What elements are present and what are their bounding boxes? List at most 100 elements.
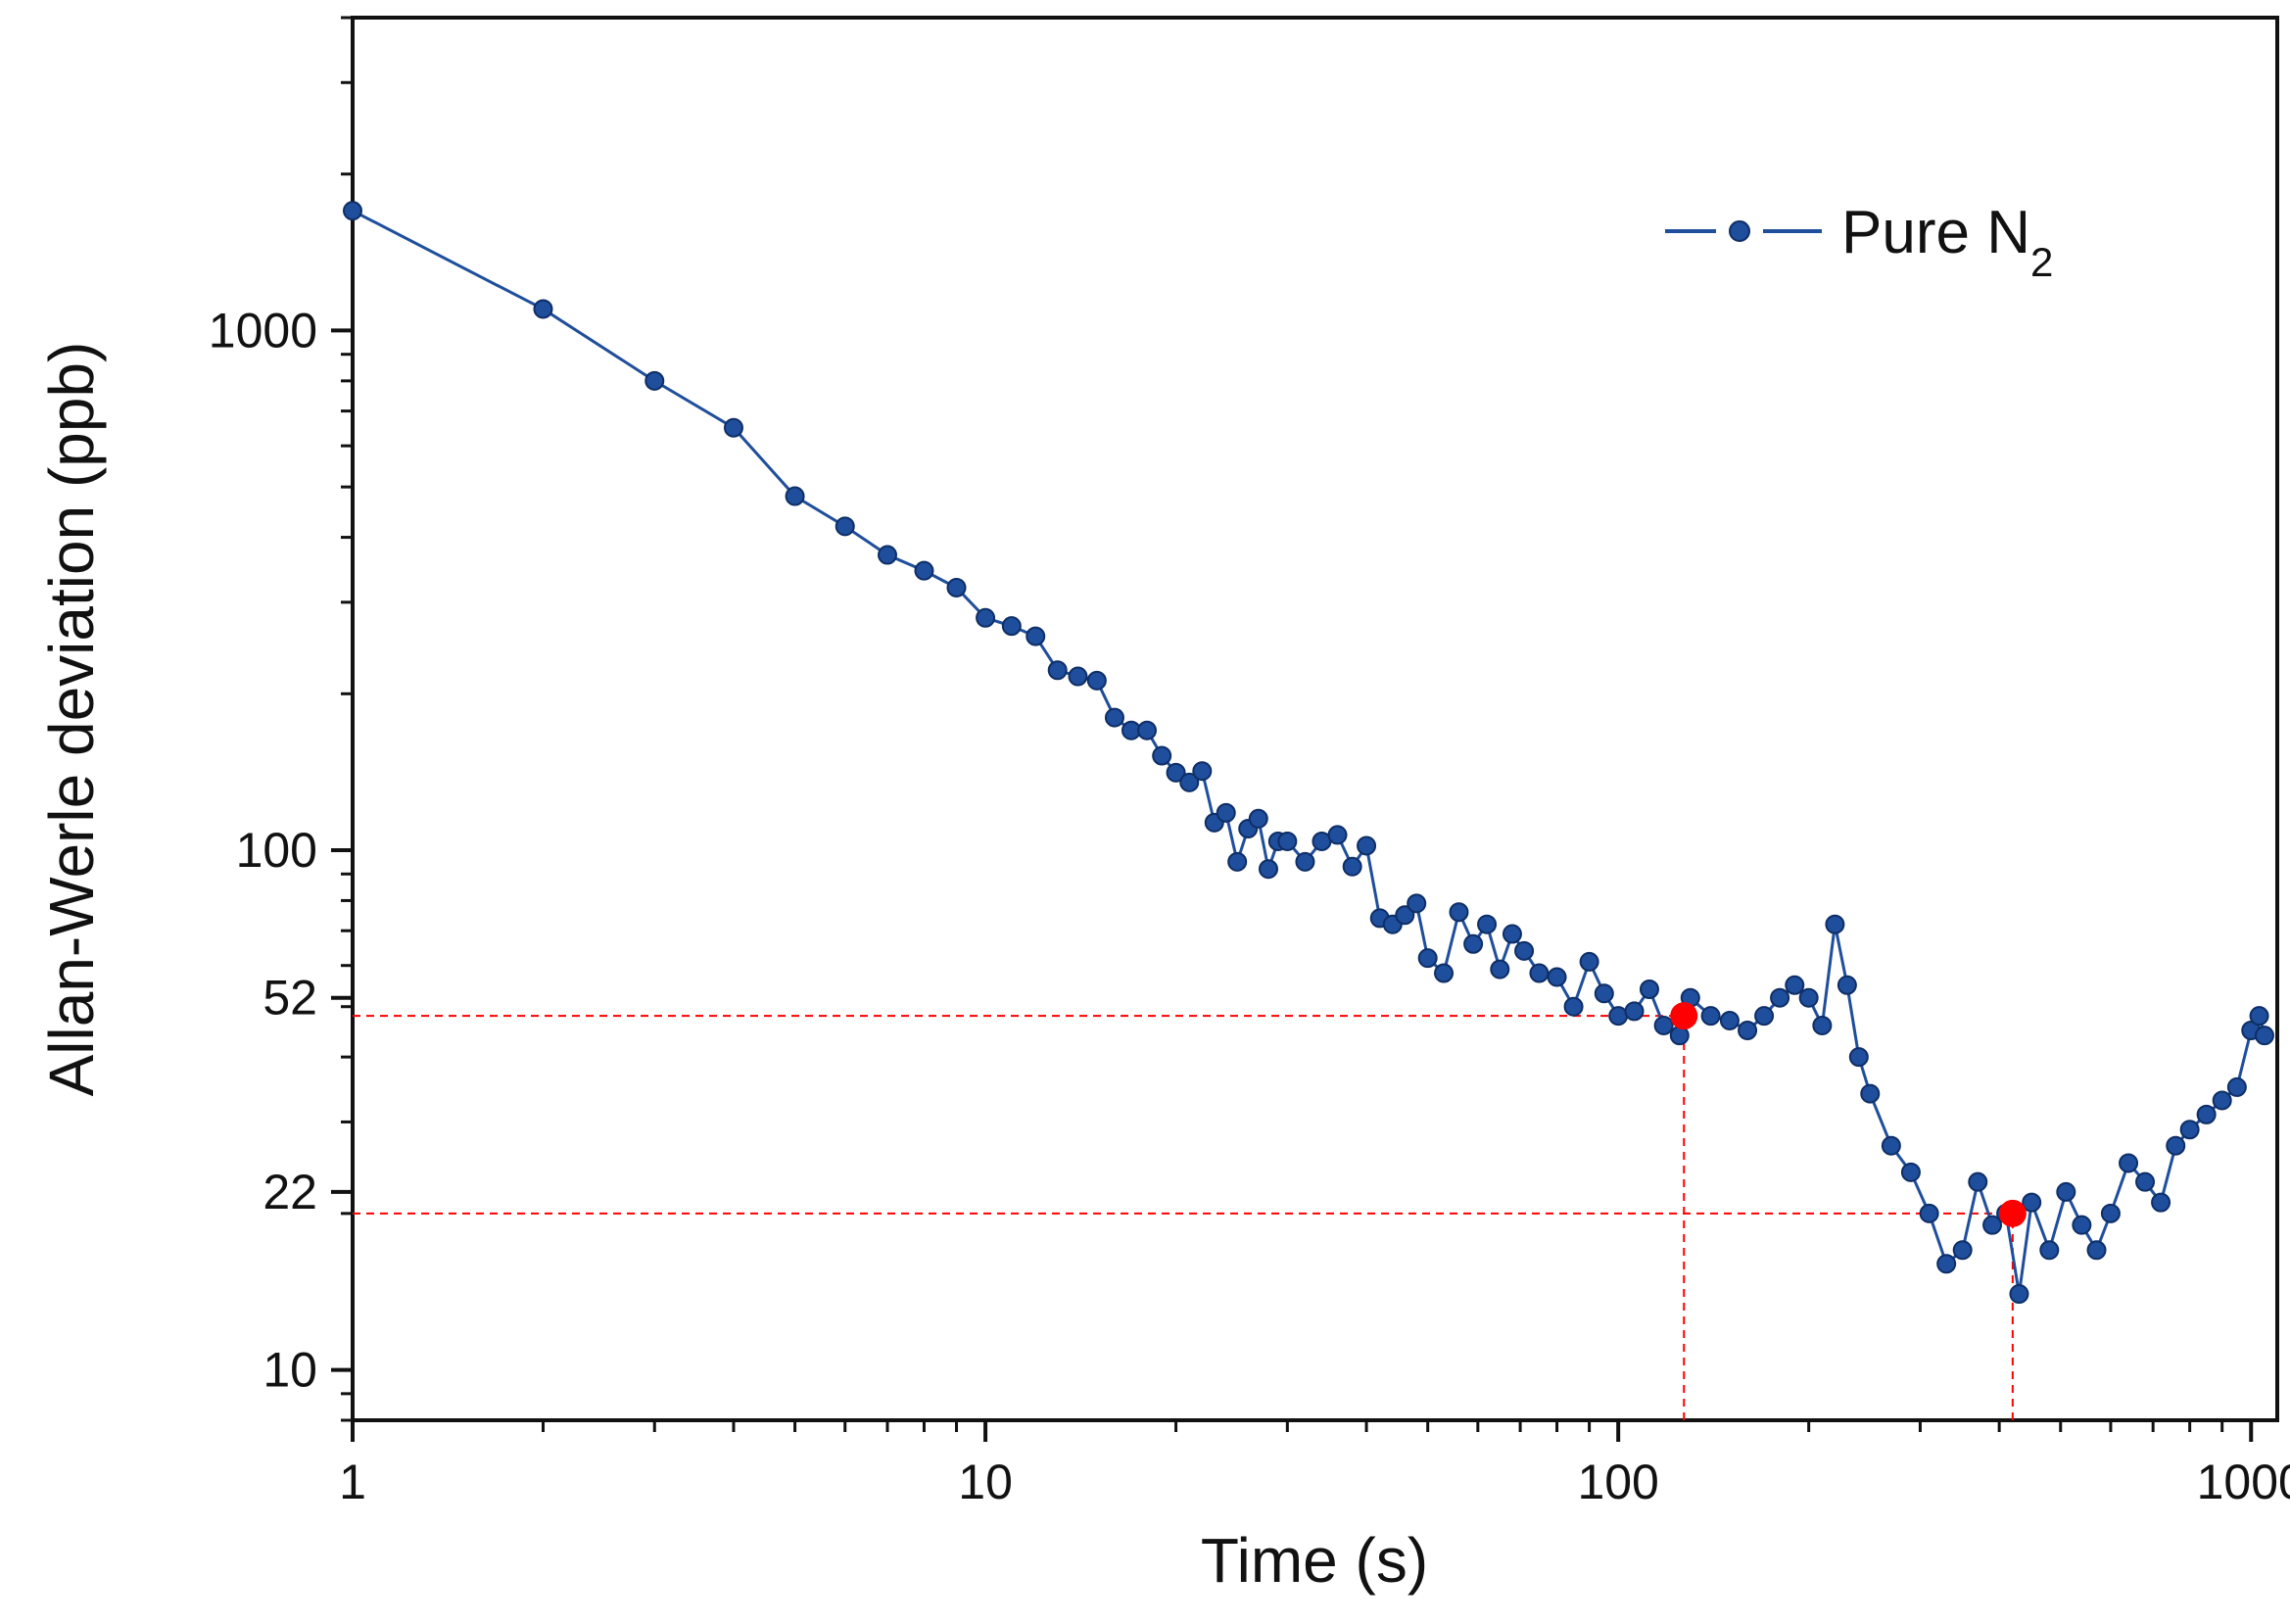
data-point <box>976 607 996 628</box>
y-tick-label: 100 <box>236 823 317 878</box>
data-point <box>1738 1021 1758 1041</box>
data-point <box>1179 772 1200 792</box>
legend: Pure N2 <box>1665 199 2053 285</box>
legend-label-main: Pure N <box>1841 199 2030 266</box>
y-axis-title: Allan-Werle deviation (ppb) <box>36 342 107 1097</box>
x-tick-label: 10 <box>958 1455 1013 1509</box>
data-point <box>1295 851 1315 872</box>
plot-area <box>351 16 2279 1422</box>
data-point <box>1798 987 1819 1008</box>
data-point <box>1417 948 1438 969</box>
data-point <box>2100 1203 2121 1223</box>
data-point <box>2179 1120 2200 1140</box>
data-point <box>1166 762 1186 783</box>
data-point <box>1848 1047 1869 1068</box>
y-tick-label: 1000 <box>209 303 317 358</box>
data-point <box>914 560 934 581</box>
data-point <box>1936 1254 1957 1274</box>
y-tick-label: 10 <box>262 1343 317 1398</box>
data-point <box>1719 1010 1740 1030</box>
data-point <box>2056 1181 2076 1202</box>
data-point <box>1547 967 1567 987</box>
legend-label: Pure N2 <box>1841 199 2053 285</box>
data-point <box>946 577 967 597</box>
data-point <box>1700 1006 1721 1027</box>
data-point <box>1919 1203 1939 1223</box>
data-point <box>1968 1171 1988 1192</box>
data-point <box>1770 987 1790 1008</box>
data-point <box>2166 1135 2186 1156</box>
data-point <box>1342 856 1362 877</box>
data-point <box>1026 626 1046 646</box>
data-point <box>1825 914 1845 934</box>
data-point <box>785 486 805 506</box>
data-point <box>2249 1006 2269 1027</box>
y-tick-label: 22 <box>262 1165 317 1219</box>
data-point <box>1104 707 1124 728</box>
y-tick-label: 52 <box>262 971 317 1026</box>
data-point <box>723 417 743 438</box>
data-point <box>1502 924 1522 944</box>
data-point <box>1812 1015 1833 1035</box>
data-point <box>1900 1162 1921 1182</box>
data-point <box>1068 666 1088 687</box>
data-point <box>1563 996 1584 1017</box>
data-point <box>1192 761 1213 782</box>
data-point <box>1624 1001 1645 1022</box>
x-tick-label: 1 <box>339 1455 366 1509</box>
data-point <box>1529 963 1550 983</box>
data-point <box>1227 851 1248 872</box>
data-point <box>1152 745 1172 766</box>
data-point <box>1258 859 1278 880</box>
data-point <box>343 201 362 221</box>
legend-label-subscript: 2 <box>2030 239 2053 285</box>
data-point <box>1395 905 1415 926</box>
data-point <box>1608 1006 1629 1027</box>
data-point <box>2009 1284 2029 1305</box>
data-point <box>1047 660 1068 681</box>
data-point <box>2039 1240 2060 1261</box>
series-points <box>343 201 2274 1305</box>
data-point <box>1514 940 1535 961</box>
data-point <box>2151 1192 2171 1213</box>
data-point <box>1881 1135 1901 1156</box>
data-point <box>533 299 553 319</box>
data-point <box>2135 1171 2156 1192</box>
highlight-point <box>1670 1002 1698 1030</box>
data-point <box>1277 831 1298 851</box>
data-point <box>2072 1215 2092 1235</box>
data-point <box>1982 1215 2003 1235</box>
data-point <box>1449 902 1469 923</box>
data-point <box>1001 616 1022 637</box>
data-point <box>1653 1015 1674 1035</box>
data-point <box>644 370 665 391</box>
data-point <box>1639 979 1659 999</box>
data-point <box>1327 825 1348 845</box>
data-point <box>1137 720 1158 740</box>
data-point <box>1463 933 1484 954</box>
data-point <box>2212 1090 2232 1111</box>
data-point <box>1216 802 1236 823</box>
data-point <box>1952 1240 1973 1261</box>
data-point <box>1579 951 1599 972</box>
legend-marker <box>1729 220 1750 242</box>
data-point <box>1248 808 1268 829</box>
data-point <box>2254 1026 2274 1046</box>
data-point <box>1357 836 1377 856</box>
highlight-point <box>1998 1199 2027 1227</box>
y-axis: 10 22 52 100 1000 <box>209 16 353 1422</box>
x-tick-label: 1000 <box>2197 1455 2290 1509</box>
x-axis-title: Time (s) <box>1201 1525 1428 1596</box>
data-point <box>1860 1083 1881 1104</box>
data-point <box>1785 975 1805 995</box>
highlight-markers <box>1670 1002 2027 1227</box>
data-point <box>2226 1076 2247 1097</box>
data-point <box>1594 983 1614 1004</box>
data-point <box>2119 1153 2139 1173</box>
data-point <box>1837 975 1857 995</box>
data-point <box>878 545 898 565</box>
data-point <box>1477 914 1498 934</box>
data-point <box>1086 670 1107 691</box>
x-axis: 1 10 100 1000 <box>339 1420 2290 1509</box>
